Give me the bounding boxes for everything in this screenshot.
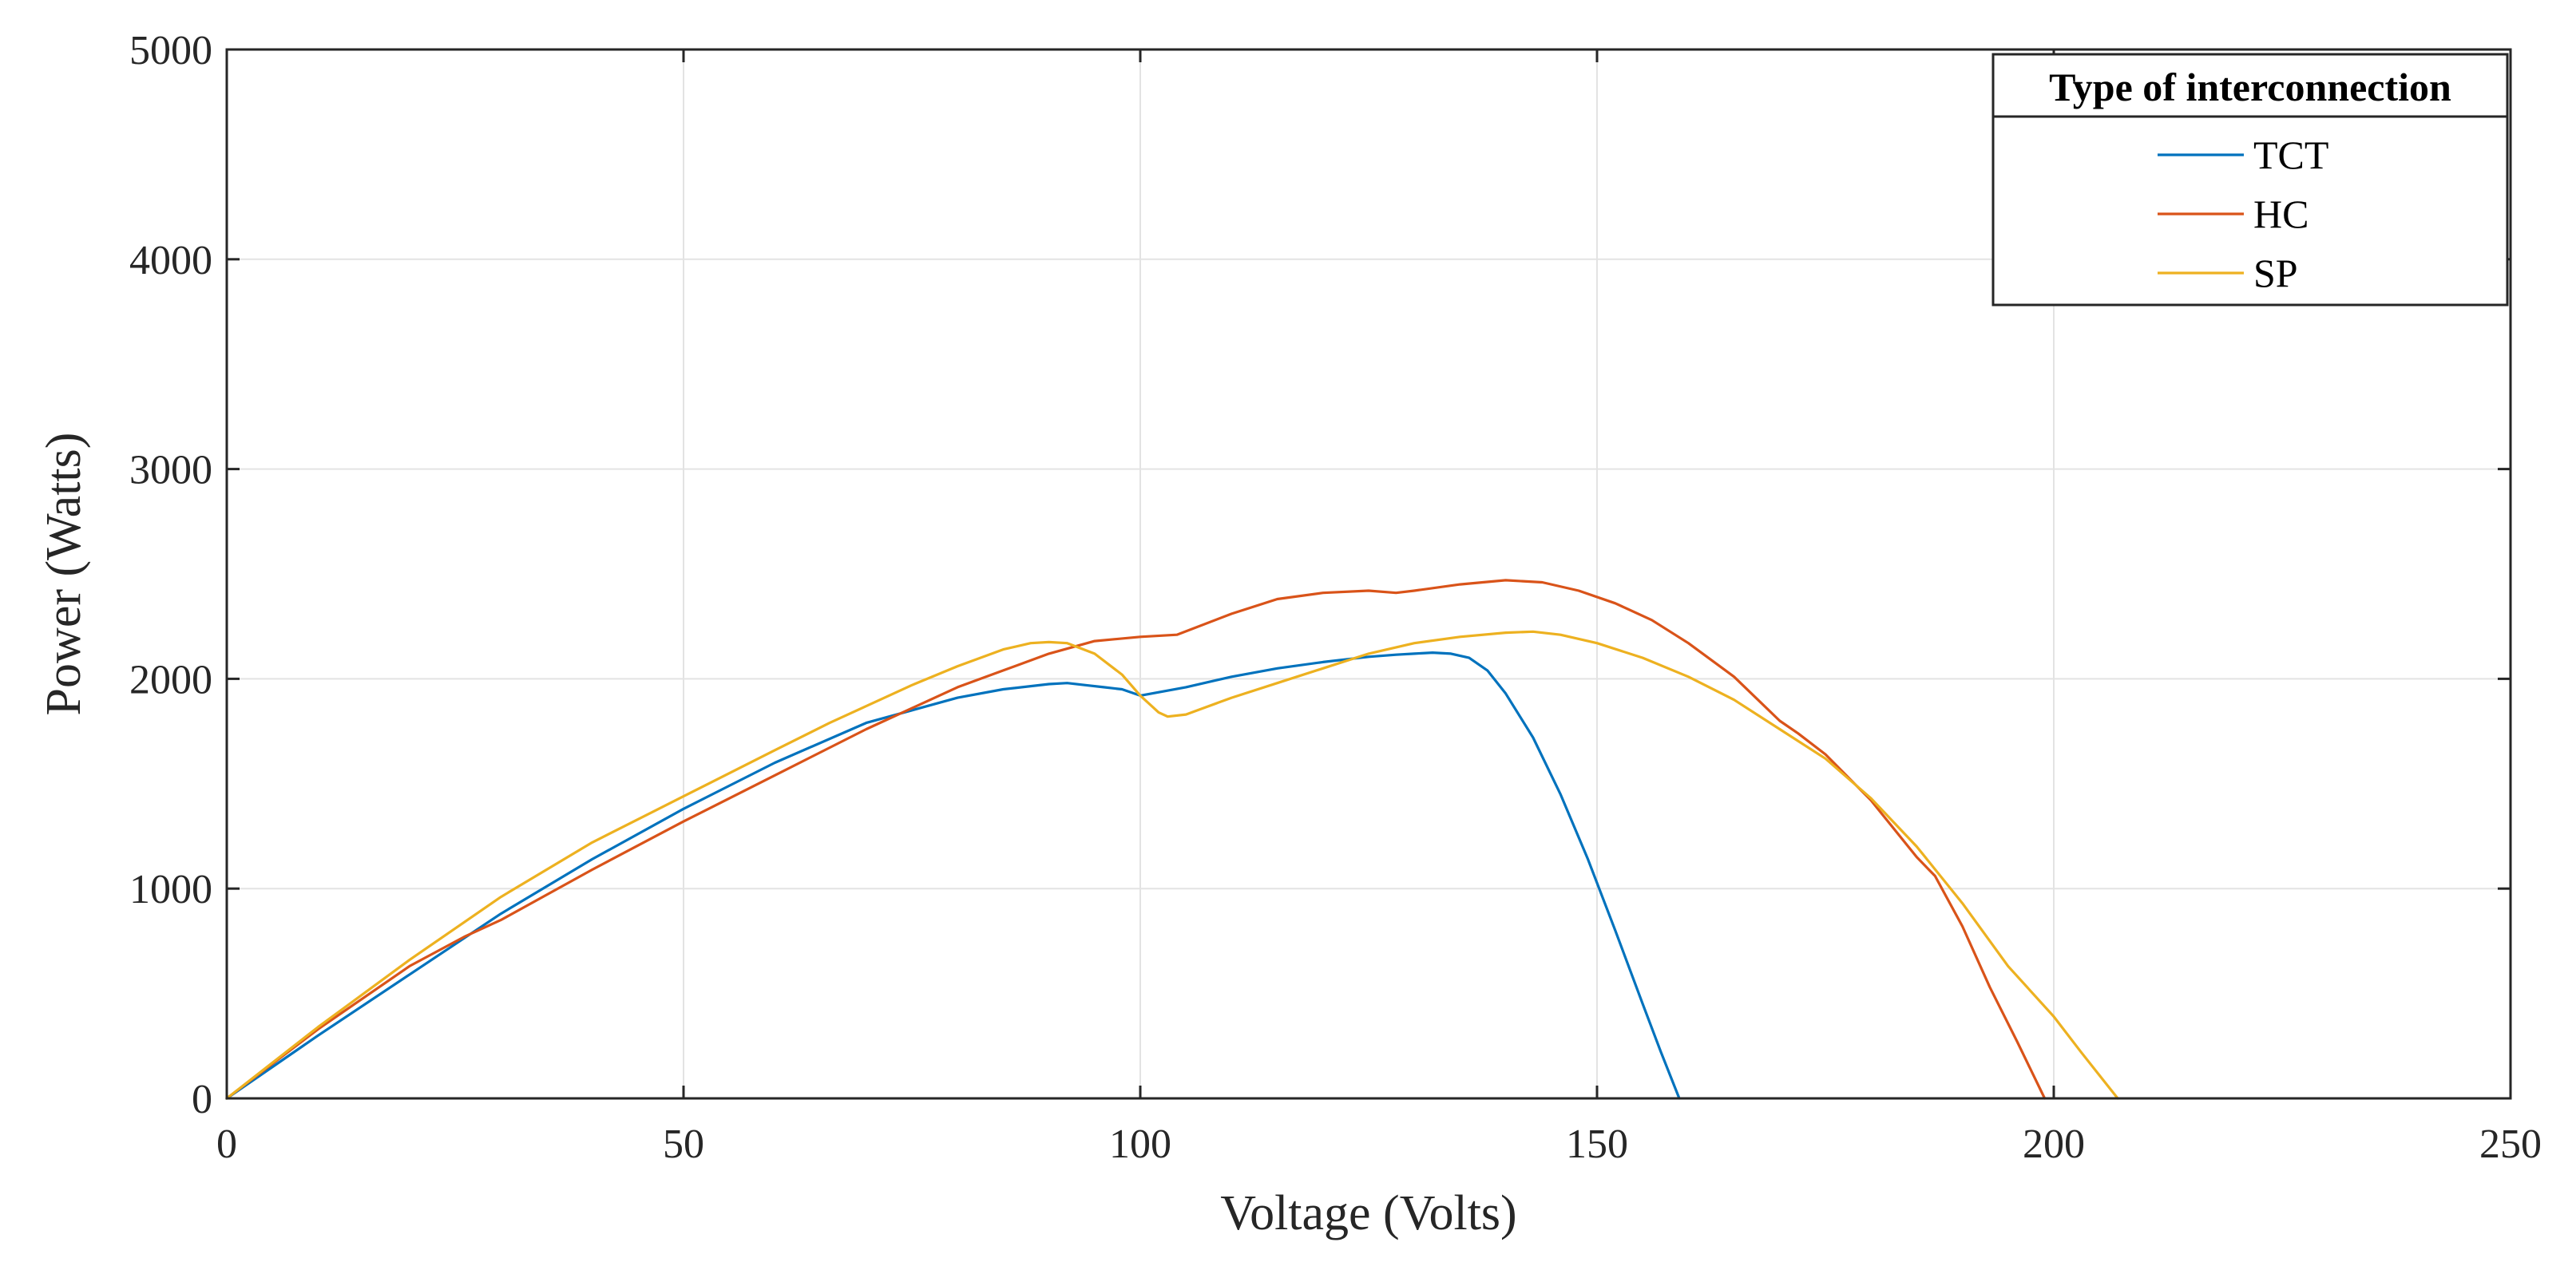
x-tick-label: 0 <box>216 1122 237 1167</box>
y-tick-label: 3000 <box>129 448 212 493</box>
legend-label: TCT <box>2253 133 2328 177</box>
series-lines <box>225 579 2119 1100</box>
legend-title: Type of interconnection <box>2049 65 2451 109</box>
y-axis-title: Power (Watts) <box>37 433 91 716</box>
y-tick-label: 0 <box>192 1077 212 1122</box>
legend-entry-sp: SP <box>2158 251 2298 295</box>
legend-entry-tct: TCT <box>2158 133 2328 177</box>
series-line-tct <box>225 651 1681 1100</box>
legend-entries: TCT HC SP <box>2158 133 2328 295</box>
x-tick-label: 100 <box>1109 1122 1171 1167</box>
y-tick-label: 4000 <box>129 238 212 283</box>
y-tick-label: 5000 <box>129 28 212 73</box>
plot-frame <box>225 48 2512 1100</box>
y-tick-label: 2000 <box>129 657 212 702</box>
x-tick-label: 150 <box>1566 1122 1628 1167</box>
axis-ticks: 0 50 100 150 200 250 0 1000 2000 3000 4000 5000 <box>129 28 2542 1167</box>
legend-label: SP <box>2253 251 2298 295</box>
series-line-sp <box>225 630 2119 1100</box>
legend: Type of interconnection TCT HC SP <box>1991 53 2509 307</box>
x-tick-label: 200 <box>2023 1122 2085 1167</box>
x-tick-label: 250 <box>2479 1122 2542 1167</box>
y-tick-label: 1000 <box>129 867 212 912</box>
legend-box <box>1991 53 2509 307</box>
x-axis-title: Voltage (Volts) <box>1220 1186 1516 1240</box>
legend-label: HC <box>2253 192 2308 236</box>
x-tick-label: 50 <box>663 1122 704 1167</box>
legend-entry-hc: HC <box>2158 192 2308 236</box>
